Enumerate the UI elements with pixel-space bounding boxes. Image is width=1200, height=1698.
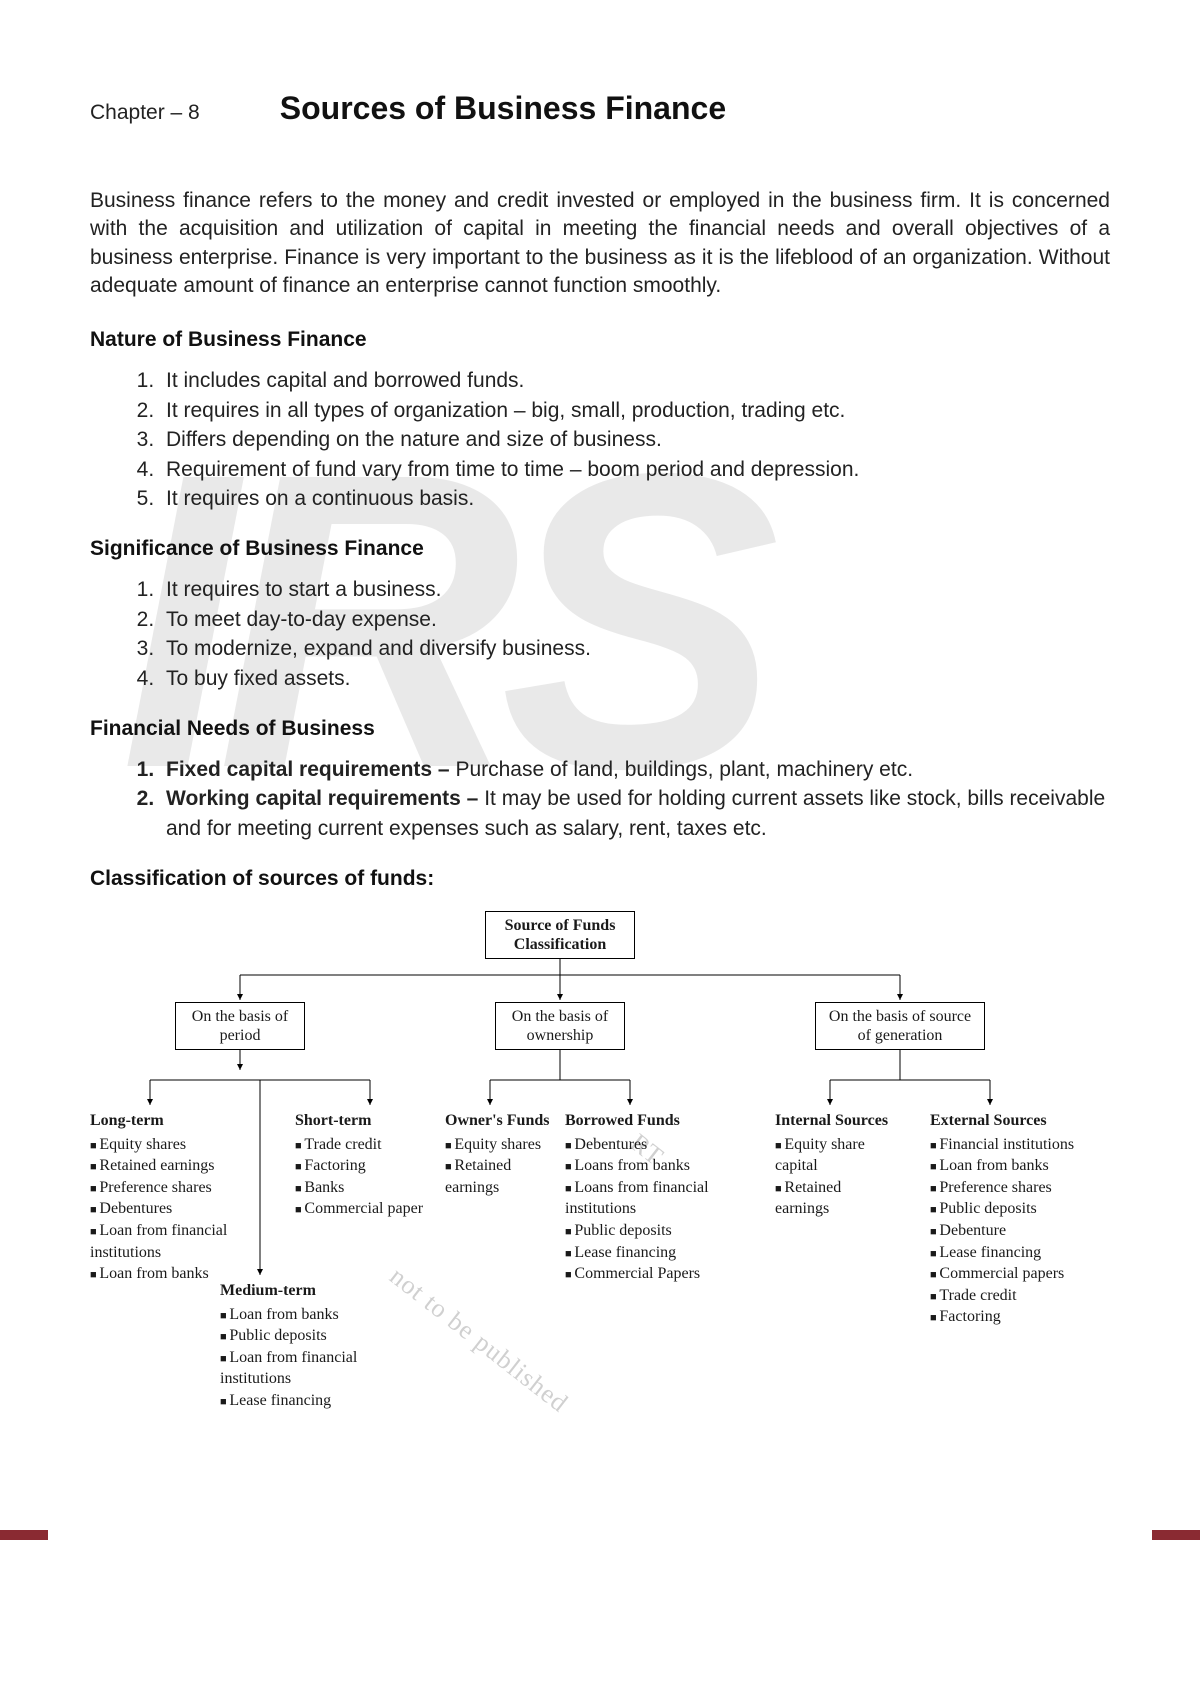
list-item: Equity shares (445, 1134, 555, 1156)
list-item: Preference shares (930, 1177, 1090, 1199)
list-item: Loans from banks (565, 1155, 745, 1177)
needs-bold: Working capital requirements – (166, 787, 484, 810)
list-item: Working capital requirements – It may be… (160, 784, 1110, 843)
list-item: Banks (295, 1177, 445, 1199)
significance-list: It requires to start a business. To meet… (90, 575, 1110, 693)
nature-list: It includes capital and borrowed funds. … (90, 366, 1110, 513)
list-item: Retained earnings (90, 1155, 260, 1177)
classification-diagram: RT not to be published Source of Funds C… (90, 905, 1100, 1465)
section-heading-nature: Nature of Business Finance (90, 328, 1110, 352)
group-owners: Owner's Funds Equity shares Retained ear… (445, 1110, 555, 1198)
list-item: Debentures (565, 1134, 745, 1156)
chapter-label: Chapter – 8 (90, 101, 200, 125)
list-item: Equity share capital (775, 1134, 895, 1177)
group-items: Equity shares Retained earnings Preferen… (90, 1134, 260, 1285)
page-content: Chapter – 8 Sources of Business Finance … (90, 90, 1110, 1465)
group-head: Internal Sources (775, 1110, 895, 1132)
list-item: Fixed capital requirements – Purchase of… (160, 755, 1110, 784)
list-item: It requires on a continuous basis. (160, 484, 1110, 513)
diagram-branch-ownership: On the basis of ownership (495, 1002, 625, 1050)
list-item: Loan from financial institutions (220, 1347, 410, 1390)
list-item: Public deposits (930, 1198, 1090, 1220)
list-item: It includes capital and borrowed funds. (160, 366, 1110, 395)
diagram-branch-period: On the basis of period (175, 1002, 305, 1050)
needs-list: Fixed capital requirements – Purchase of… (90, 755, 1110, 843)
list-item: Equity shares (90, 1134, 260, 1156)
list-item: Public deposits (565, 1220, 745, 1242)
list-item: Factoring (930, 1306, 1090, 1328)
list-item: Trade credit (295, 1134, 445, 1156)
list-item: Requirement of fund vary from time to ti… (160, 455, 1110, 484)
list-item: Lease financing (565, 1242, 745, 1264)
section-heading-classification: Classification of sources of funds: (90, 867, 1110, 891)
list-item: To buy fixed assets. (160, 664, 1110, 693)
group-medium-term: Medium-term Loan from banks Public depos… (220, 1280, 410, 1412)
group-items: Loan from banks Public deposits Loan fro… (220, 1304, 410, 1412)
list-item: To meet day-to-day expense. (160, 605, 1110, 634)
list-item: Commercial papers (930, 1263, 1090, 1285)
needs-rest: Purchase of land, buildings, plant, mach… (455, 758, 913, 781)
group-head: Borrowed Funds (565, 1110, 745, 1132)
list-item: Differs depending on the nature and size… (160, 425, 1110, 454)
list-item: Retained earnings (775, 1177, 895, 1220)
group-head: Medium-term (220, 1280, 410, 1302)
list-item: Preference shares (90, 1177, 260, 1199)
list-item: Loan from financial institutions (90, 1220, 260, 1263)
group-head: Short-term (295, 1110, 445, 1132)
intro-paragraph: Business finance refers to the money and… (90, 187, 1110, 300)
diagram-branch-generation: On the basis of source of generation (815, 1002, 985, 1050)
page-edge-mark-right (1152, 1530, 1200, 1540)
group-items: Equity share capital Retained earnings (775, 1134, 895, 1220)
list-item: Commercial Papers (565, 1263, 745, 1285)
diagram-root: Source of Funds Classification (485, 911, 635, 959)
group-items: Debentures Loans from banks Loans from f… (565, 1134, 745, 1285)
list-item: Loans from financial institutions (565, 1177, 745, 1220)
section-heading-needs: Financial Needs of Business (90, 717, 1110, 741)
list-item: Financial institutions (930, 1134, 1090, 1156)
page-edge-mark-left (0, 1530, 48, 1540)
group-head: External Sources (930, 1110, 1090, 1132)
list-item: Debentures (90, 1198, 260, 1220)
group-items: Trade credit Factoring Banks Commercial … (295, 1134, 445, 1220)
list-item: Trade credit (930, 1285, 1090, 1307)
group-short-term: Short-term Trade credit Factoring Banks … (295, 1110, 445, 1220)
list-item: Public deposits (220, 1325, 410, 1347)
list-item: Loan from banks (220, 1304, 410, 1326)
group-borrowed: Borrowed Funds Debentures Loans from ban… (565, 1110, 745, 1285)
list-item: Retained earnings (445, 1155, 555, 1198)
list-item: Lease financing (220, 1390, 410, 1412)
list-item: Loan from banks (930, 1155, 1090, 1177)
list-item: It requires to start a business. (160, 575, 1110, 604)
header-row: Chapter – 8 Sources of Business Finance (90, 90, 1110, 127)
group-items: Equity shares Retained earnings (445, 1134, 555, 1199)
group-head: Owner's Funds (445, 1110, 555, 1132)
section-heading-significance: Significance of Business Finance (90, 537, 1110, 561)
group-items: Financial institutions Loan from banks P… (930, 1134, 1090, 1328)
group-long-term: Long-term Equity shares Retained earning… (90, 1110, 260, 1285)
group-head: Long-term (90, 1110, 260, 1132)
group-internal: Internal Sources Equity share capital Re… (775, 1110, 895, 1220)
list-item: To modernize, expand and diversify busin… (160, 634, 1110, 663)
list-item: Factoring (295, 1155, 445, 1177)
group-external: External Sources Financial institutions … (930, 1110, 1090, 1328)
list-item: It requires in all types of organization… (160, 396, 1110, 425)
list-item: Debenture (930, 1220, 1090, 1242)
list-item: Commercial paper (295, 1198, 445, 1220)
page-title: Sources of Business Finance (280, 90, 726, 127)
list-item: Lease financing (930, 1242, 1090, 1264)
needs-bold: Fixed capital requirements – (166, 758, 455, 781)
